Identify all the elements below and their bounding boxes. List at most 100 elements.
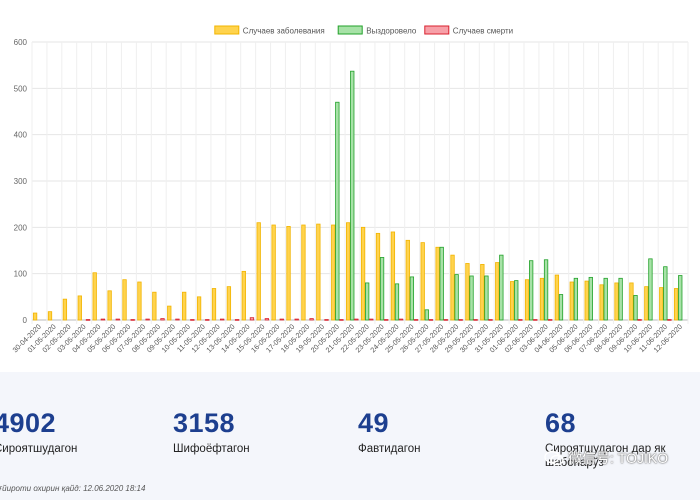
bar-deaths (85, 319, 91, 321)
bar-cases (644, 286, 649, 321)
bar-deaths (533, 319, 538, 321)
bar-recovered (484, 275, 489, 321)
bar-cases (331, 224, 336, 321)
legend-label: Выздоровело (366, 27, 417, 36)
bar-deaths (384, 319, 389, 321)
bar-deaths (279, 318, 284, 321)
stat-recovered: 3158 Шифоёфтагон (173, 408, 250, 456)
bar-cases (47, 311, 53, 321)
bar-deaths (339, 319, 344, 321)
bar-deaths (264, 318, 270, 321)
stat-deaths: 49 Фавтидагон (358, 408, 420, 456)
bar-deaths (667, 319, 672, 321)
stat-daily: 68 Сироятшудагон дар як шабонарўз (545, 408, 700, 470)
stats-panel: 4902 Сироятшудагон 3158 Шифоёфтагон 49 Ф… (0, 372, 700, 500)
bar-deaths (145, 318, 150, 321)
bar-deaths (428, 319, 434, 321)
bar-cases (659, 287, 664, 321)
bar-cases (256, 222, 261, 321)
bar-recovered (424, 309, 429, 321)
bar-cases (286, 226, 291, 321)
bar-cases (465, 263, 470, 321)
bar-cases (480, 263, 485, 321)
legend-label: Случаев заболевания (243, 27, 325, 36)
bar-recovered (514, 280, 519, 321)
bar-cases (420, 242, 425, 321)
bar-recovered (603, 277, 608, 321)
bar-cases (539, 277, 545, 321)
y-tick-label: 600 (14, 38, 28, 47)
bar-cases (510, 281, 515, 321)
bar-deaths (130, 319, 135, 321)
bar-recovered (558, 294, 564, 321)
bar-deaths (413, 319, 419, 321)
bar-deaths (354, 318, 359, 321)
stat-recovered-label: Шифоёфтагон (173, 443, 250, 455)
bar-cases (62, 298, 68, 321)
bar-recovered (394, 283, 400, 321)
y-tick-label: 500 (14, 84, 28, 93)
bar-recovered (499, 254, 504, 321)
bar-cases (167, 305, 172, 321)
y-tick-label: 200 (14, 223, 28, 232)
y-tick-label: 100 (14, 270, 28, 279)
bar-chart: 010020030040050060030-04-202001-05-20200… (10, 25, 689, 354)
bar-cases (211, 288, 217, 321)
bar-cases (77, 295, 82, 321)
bar-deaths (473, 319, 478, 321)
bar-deaths (294, 318, 299, 321)
bar-recovered (618, 277, 623, 321)
bar-cases (435, 246, 440, 321)
wechat-icon (544, 450, 564, 466)
bar-cases (614, 282, 619, 321)
bar-cases (107, 290, 112, 321)
bar-cases (32, 312, 38, 321)
bar-cases (301, 224, 306, 321)
bar-cases (241, 270, 246, 321)
bar-deaths (175, 318, 180, 321)
bar-cases (450, 254, 455, 321)
bar-recovered (588, 276, 593, 321)
bar-deaths (115, 318, 120, 321)
bar-deaths (637, 319, 642, 321)
bar-cases (584, 280, 589, 321)
bar-deaths (190, 319, 195, 321)
bar-recovered (454, 274, 459, 321)
stat-daily-value: 68 (545, 408, 577, 438)
bar-deaths (369, 318, 374, 321)
legend-swatch (424, 25, 450, 35)
bar-deaths (324, 319, 329, 321)
bar-cases (599, 284, 604, 321)
bar-recovered (633, 295, 638, 321)
bar-deaths (458, 319, 463, 321)
bar-cases (554, 274, 560, 321)
bar-recovered (335, 101, 340, 321)
legend-swatch (337, 25, 363, 35)
bar-cases (629, 282, 634, 321)
bar-cases (375, 232, 381, 321)
bar-recovered (543, 259, 549, 321)
bar-deaths (249, 317, 255, 321)
bar-cases (674, 288, 679, 321)
bar-deaths (100, 318, 106, 321)
bar-cases (360, 226, 366, 321)
bar-deaths (548, 319, 553, 321)
bar-recovered (350, 70, 355, 321)
bar-deaths (234, 319, 240, 321)
bar-recovered (439, 246, 444, 321)
bar-cases (271, 224, 276, 321)
last-update-note: Тағйироти охирин қайд: 12.06.2020 18:14 (0, 484, 146, 493)
stat-deaths-value: 49 (358, 408, 390, 438)
legend-swatch (214, 25, 240, 35)
stat-infected-value: 4902 (0, 408, 57, 438)
bar-cases (152, 291, 157, 321)
bar-cases (346, 222, 351, 321)
stat-infected: 4902 Сироятшудагон (0, 408, 77, 456)
bar-recovered (663, 266, 668, 321)
legend-label: Случаев смерти (453, 27, 513, 36)
bar-deaths (443, 319, 448, 321)
bar-recovered (573, 277, 579, 321)
bar-deaths (488, 319, 493, 321)
y-tick-label: 0 (23, 316, 28, 325)
bar-cases (196, 296, 202, 321)
